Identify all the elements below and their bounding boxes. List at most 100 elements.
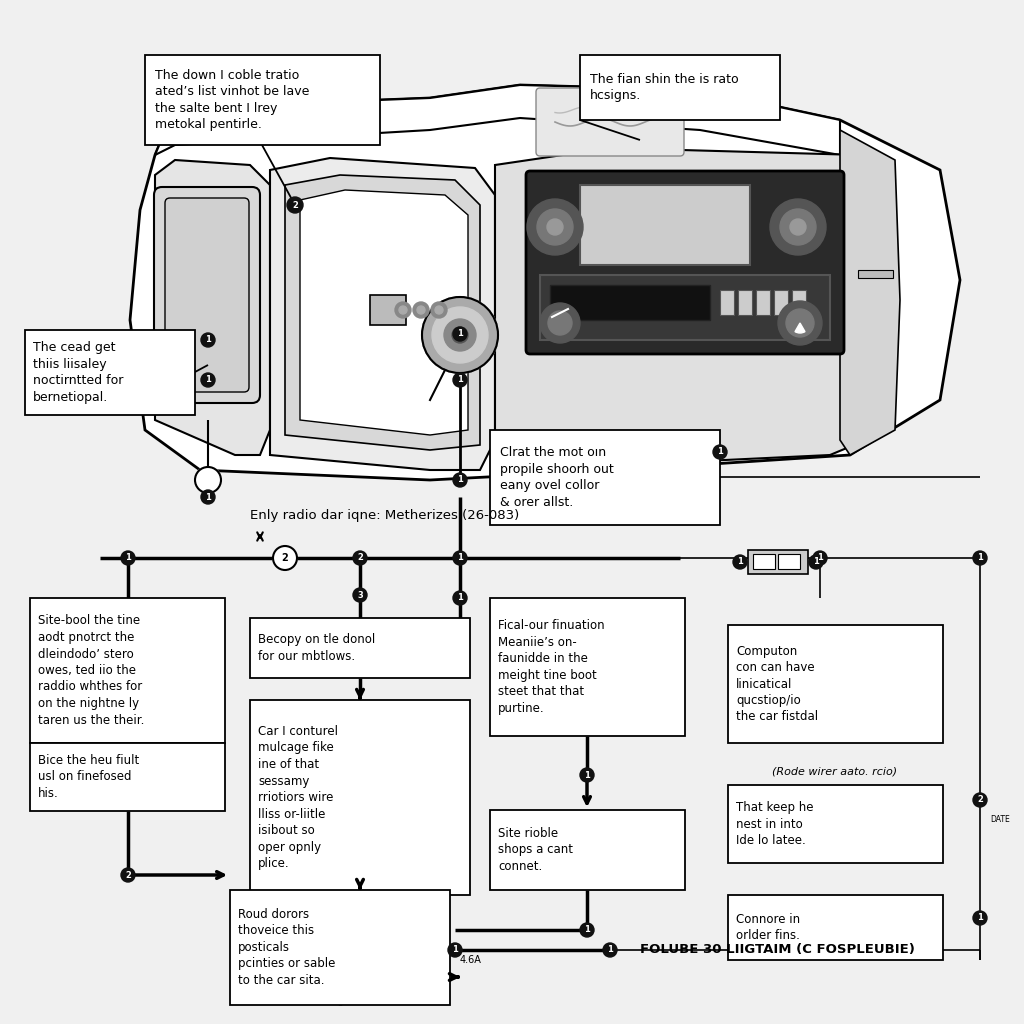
Text: Car I conturel
mulcage fike
ine of that
sessamy
rriotiors wire
lliss or-liitle
i: Car I conturel mulcage fike ine of that … <box>258 725 338 870</box>
Bar <box>550 285 710 319</box>
Bar <box>540 275 830 340</box>
FancyBboxPatch shape <box>526 171 844 354</box>
Circle shape <box>973 551 987 565</box>
FancyBboxPatch shape <box>250 700 470 895</box>
Text: Roud dorors
thoveice this
posticals
pcinties or sable
to the car sita.: Roud dorors thoveice this posticals pcin… <box>238 908 336 987</box>
PathPatch shape <box>300 190 468 435</box>
Circle shape <box>353 588 367 602</box>
Circle shape <box>548 311 572 335</box>
Text: Computon
con can have
linicatical
qucstiop/io
the car fistdal: Computon con can have linicatical qucsti… <box>736 644 818 724</box>
Text: 3: 3 <box>357 591 362 599</box>
Text: 2: 2 <box>977 796 983 805</box>
Text: 1: 1 <box>607 945 613 954</box>
Circle shape <box>790 219 806 234</box>
FancyBboxPatch shape <box>490 810 685 890</box>
FancyBboxPatch shape <box>145 55 380 145</box>
Circle shape <box>417 306 425 314</box>
FancyBboxPatch shape <box>580 55 780 120</box>
Text: 1: 1 <box>452 945 458 954</box>
FancyBboxPatch shape <box>490 430 720 525</box>
Circle shape <box>273 546 297 570</box>
Circle shape <box>413 302 429 318</box>
Circle shape <box>813 551 827 565</box>
Circle shape <box>786 309 814 337</box>
Text: 1: 1 <box>125 554 131 562</box>
Text: 2: 2 <box>282 553 289 563</box>
Circle shape <box>713 445 727 459</box>
PathPatch shape <box>270 158 495 470</box>
Circle shape <box>453 551 467 565</box>
FancyBboxPatch shape <box>230 890 450 1005</box>
Text: 4.6A: 4.6A <box>459 955 481 965</box>
Text: 2: 2 <box>357 554 362 562</box>
PathPatch shape <box>495 148 895 465</box>
Circle shape <box>547 219 563 234</box>
Bar <box>756 290 770 315</box>
Circle shape <box>580 923 594 937</box>
Text: 1: 1 <box>457 554 463 562</box>
Text: 1: 1 <box>584 770 590 779</box>
Text: 1: 1 <box>717 447 723 457</box>
Circle shape <box>449 943 462 957</box>
Text: 2: 2 <box>125 870 131 880</box>
Circle shape <box>201 373 215 387</box>
Text: 1: 1 <box>205 336 211 344</box>
Text: 1: 1 <box>457 475 463 484</box>
Text: Bice the heu fiult
usl on finefosed
his.: Bice the heu fiult usl on finefosed his. <box>38 754 139 800</box>
Circle shape <box>453 373 467 387</box>
Circle shape <box>603 943 617 957</box>
Circle shape <box>537 209 573 245</box>
Text: That keep he
nest in into
Ide lo latee.: That keep he nest in into Ide lo latee. <box>736 801 813 847</box>
Circle shape <box>399 306 407 314</box>
Wedge shape <box>795 323 805 333</box>
Text: 1: 1 <box>205 493 211 502</box>
Circle shape <box>121 868 135 882</box>
Bar <box>720 290 734 315</box>
Text: Site-bool the tine
aodt pnotrct the
dleindodoʼ stero
owes, ted iio the
raddio wh: Site-bool the tine aodt pnotrct the dlei… <box>38 614 144 726</box>
Circle shape <box>353 551 367 565</box>
FancyBboxPatch shape <box>250 618 470 678</box>
Circle shape <box>809 555 823 569</box>
Circle shape <box>780 209 816 245</box>
Bar <box>753 554 775 569</box>
PathPatch shape <box>285 175 480 450</box>
Text: DATE: DATE <box>990 815 1010 824</box>
Bar <box>774 290 788 315</box>
Text: Clrat the mot oın
propile shoorh out
eany ovel collor
& orer allst.: Clrat the mot oın propile shoorh out ean… <box>500 446 613 509</box>
FancyBboxPatch shape <box>490 598 685 736</box>
Circle shape <box>770 199 826 255</box>
Circle shape <box>453 591 467 605</box>
Circle shape <box>733 555 746 569</box>
Circle shape <box>121 551 135 565</box>
Text: 1: 1 <box>457 330 463 339</box>
FancyBboxPatch shape <box>728 785 943 863</box>
Text: 1: 1 <box>584 926 590 935</box>
Circle shape <box>973 793 987 807</box>
Text: Fical-our finuation
Meaniie’s on-
faunidde in the
meight tine boot
steet that th: Fical-our finuation Meaniie’s on- faunid… <box>498 620 604 715</box>
PathPatch shape <box>155 160 270 455</box>
FancyBboxPatch shape <box>30 598 225 743</box>
FancyBboxPatch shape <box>728 625 943 743</box>
Text: 1: 1 <box>977 913 983 923</box>
Bar <box>778 554 800 569</box>
Text: FOLUBE 30 LIIGTAIM (C FOSPLEUBIE): FOLUBE 30 LIIGTAIM (C FOSPLEUBIE) <box>640 943 914 956</box>
Text: The fian shin the is rato
hcsigns.: The fian shin the is rato hcsigns. <box>590 73 738 102</box>
Circle shape <box>453 473 467 487</box>
FancyBboxPatch shape <box>165 198 249 392</box>
Circle shape <box>973 911 987 925</box>
Text: 1: 1 <box>457 376 463 384</box>
Circle shape <box>453 327 467 341</box>
FancyBboxPatch shape <box>536 88 684 156</box>
Circle shape <box>431 302 447 318</box>
FancyBboxPatch shape <box>370 295 407 326</box>
Circle shape <box>432 307 488 362</box>
Text: 1: 1 <box>813 557 819 566</box>
Text: 1: 1 <box>205 376 211 384</box>
Text: The cead get
thiis liisaley
noctirntted for
bernetiopal.: The cead get thiis liisaley noctirntted … <box>33 341 123 403</box>
Text: 2: 2 <box>292 201 298 210</box>
FancyBboxPatch shape <box>154 187 260 403</box>
FancyBboxPatch shape <box>30 743 225 811</box>
Bar <box>580 185 750 265</box>
FancyBboxPatch shape <box>748 550 808 574</box>
Bar <box>792 290 806 315</box>
